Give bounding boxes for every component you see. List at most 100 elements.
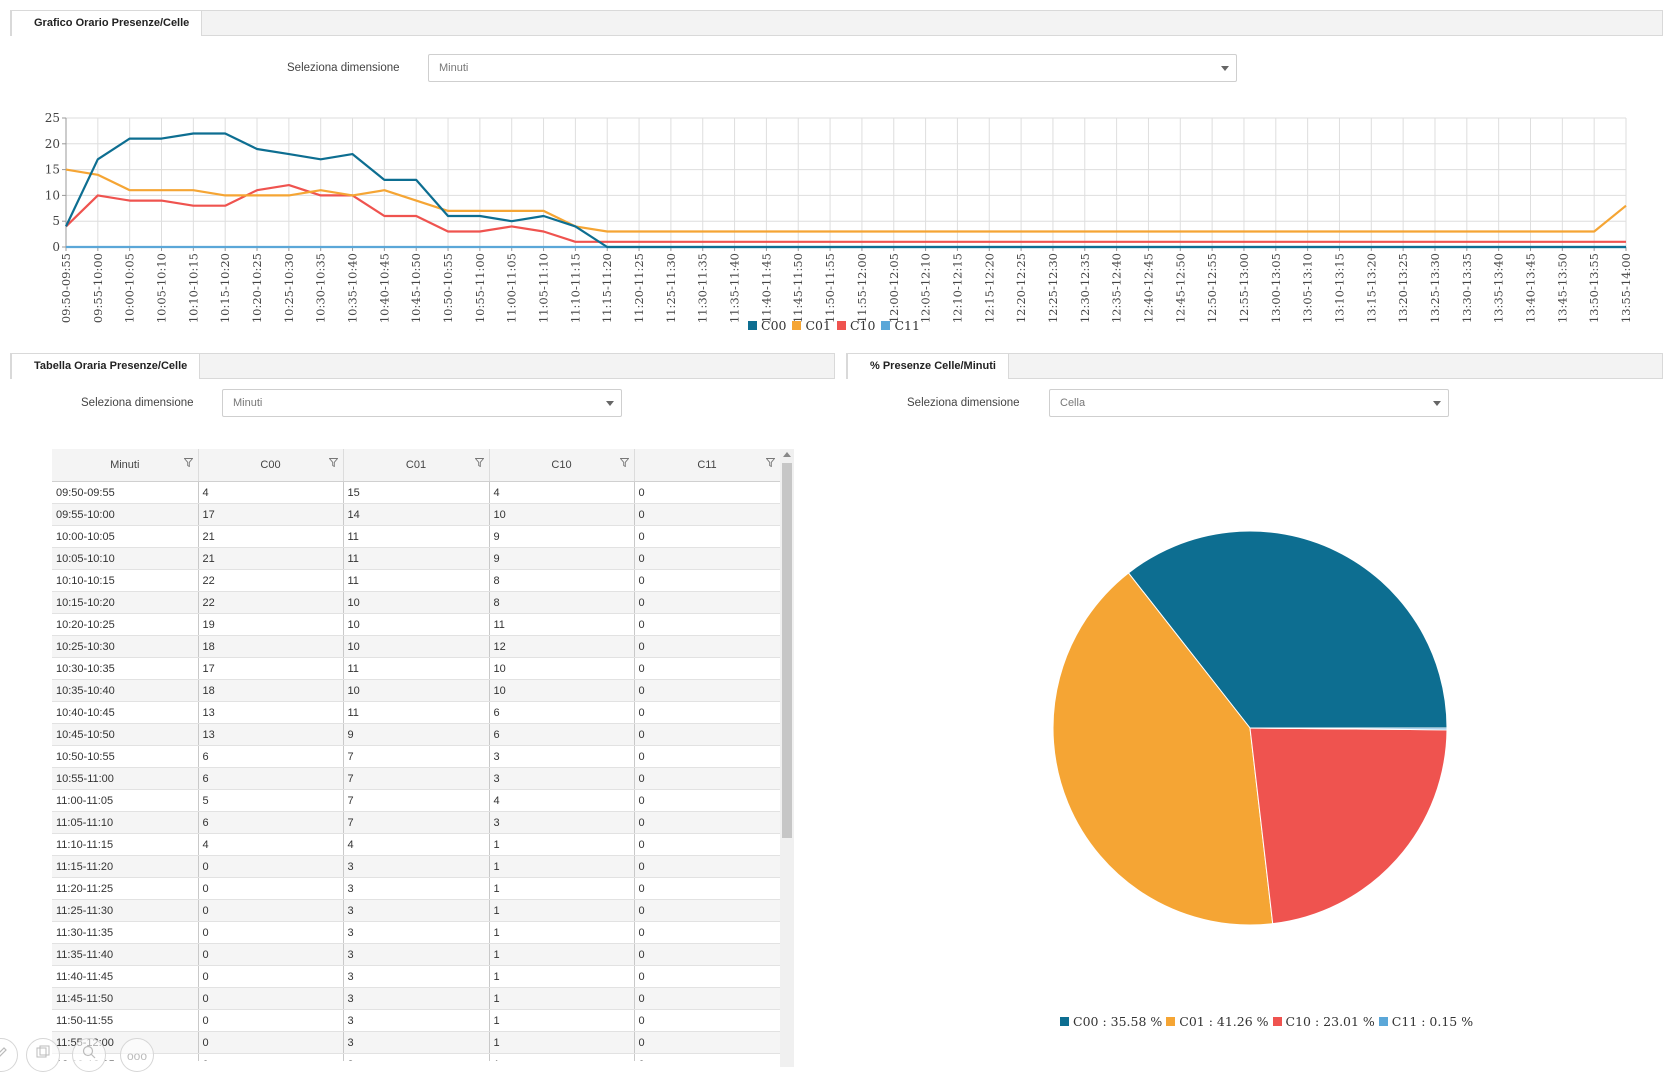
x-tick-label: 13:50-13:55 <box>1587 253 1601 323</box>
table-row[interactable]: 10:40-10:45 13 11 6 0 <box>52 701 781 724</box>
table-panel-header: Tabella Oraria Presenze/Celle <box>10 353 835 379</box>
pie-legend-item-c11[interactable]: C11 : 0.15 % <box>1378 1014 1473 1029</box>
pie-slice-c10[interactable] <box>1249 727 1448 925</box>
legend-item-c00[interactable]: C00 <box>748 318 786 333</box>
table-row[interactable]: 10:35-10:40 18 10 10 0 <box>52 679 781 702</box>
table-dimension-select[interactable]: Minuti <box>222 389 622 417</box>
column-header-label: C10 <box>551 459 572 471</box>
more-icon[interactable]: ooo <box>120 1038 154 1072</box>
table-row[interactable]: 11:25-11:30 0 3 1 0 <box>52 899 781 922</box>
column-header-c00[interactable]: C00 <box>198 449 344 482</box>
chart-dimension-select[interactable]: Minuti <box>428 54 1237 82</box>
filter-icon[interactable] <box>619 458 629 470</box>
cell-minuti: 11:00-11:05 <box>52 789 199 812</box>
x-tick-label: 10:00-10:05 <box>123 253 137 323</box>
table-row[interactable]: 09:55-10:00 17 14 10 0 <box>52 503 781 526</box>
cell-c00: 21 <box>198 525 344 548</box>
cell-c00: 0 <box>198 877 344 900</box>
cell-c00: 13 <box>198 701 344 724</box>
table-row[interactable]: 10:00-10:05 21 11 9 0 <box>52 525 781 548</box>
series-line-c01[interactable] <box>65 168 1627 233</box>
legend-item-c11[interactable]: C11 <box>881 318 920 333</box>
legend-item-c01[interactable]: C01 <box>792 318 831 333</box>
table-row[interactable]: 11:30-11:35 0 3 1 0 <box>52 921 781 944</box>
x-tick-label: 10:30-10:35 <box>314 253 328 323</box>
x-tick-label: 09:50-09:55 <box>59 253 73 323</box>
column-header-c11[interactable]: C11 <box>634 449 781 482</box>
pie-panel-title: % Presenze Celle/Minuti <box>847 353 1009 379</box>
series-line-c10[interactable] <box>65 184 1626 243</box>
pie-slice-c00[interactable] <box>1127 530 1448 729</box>
edit-icon[interactable] <box>0 1038 18 1072</box>
table-row[interactable]: 11:05-11:10 6 7 3 0 <box>52 811 781 834</box>
scroll-up-icon[interactable] <box>783 452 791 457</box>
table-row[interactable]: 10:15-10:20 22 10 8 0 <box>52 591 781 614</box>
cell-c00: 17 <box>198 503 344 526</box>
cell-c10: 1 <box>489 1053 635 1061</box>
zoom-icon[interactable] <box>72 1038 106 1072</box>
column-header-c01[interactable]: C01 <box>343 449 490 482</box>
x-tick-label: 12:00-12:05 <box>887 253 901 323</box>
cell-minuti: 11:30-11:35 <box>52 921 199 944</box>
table-row[interactable]: 11:45-11:50 0 3 1 0 <box>52 987 781 1010</box>
table-row[interactable]: 10:10-10:15 22 11 8 0 <box>52 569 781 592</box>
cell-minuti: 09:50-09:55 <box>52 481 199 504</box>
table-row[interactable]: 12:00-12:050310 <box>52 1053 781 1061</box>
cell-c00: 17 <box>198 657 344 680</box>
filter-icon[interactable] <box>765 458 775 470</box>
table-row[interactable]: 10:20-10:25 19 10 11 0 <box>52 613 781 636</box>
x-tick-label: 10:25-10:30 <box>282 253 296 323</box>
filter-icon[interactable] <box>183 458 193 470</box>
x-tick-label: 11:50-11:55 <box>823 253 837 323</box>
cell-c10: 1 <box>489 921 635 944</box>
x-tick-label: 10:15-10:20 <box>218 253 232 323</box>
cell-c01: 7 <box>343 789 490 812</box>
filter-icon[interactable] <box>474 458 484 470</box>
x-tick-label: 11:40-11:45 <box>759 253 773 323</box>
copy-icon[interactable] <box>26 1038 60 1072</box>
series-line-c00[interactable] <box>65 132 1626 249</box>
cell-c01: 11 <box>343 569 490 592</box>
table-row[interactable]: 10:50-10:55 6 7 3 0 <box>52 745 781 768</box>
cell-c10: 9 <box>489 525 635 548</box>
column-header-c10[interactable]: C10 <box>489 449 635 482</box>
pie-slice-c01[interactable] <box>1052 572 1274 926</box>
table-row[interactable]: 11:00-11:05 5 7 4 0 <box>52 789 781 812</box>
cell-minuti: 11:35-11:40 <box>52 943 199 966</box>
cell-c01: 15 <box>343 481 490 504</box>
scrollbar-thumb[interactable] <box>782 463 792 838</box>
column-header-minuti[interactable]: Minuti <box>52 449 199 482</box>
table-row[interactable]: 11:50-11:55 0 3 1 0 <box>52 1009 781 1032</box>
filter-icon[interactable] <box>328 458 338 470</box>
cell-c10: 1 <box>489 987 635 1010</box>
cell-c10: 1 <box>489 1009 635 1032</box>
cell-c01: 10 <box>343 613 490 636</box>
x-tick-label: 13:55-14:00 <box>1619 253 1633 323</box>
table-row[interactable]: 10:05-10:10 21 11 9 0 <box>52 547 781 570</box>
cell-c01: 10 <box>343 591 490 614</box>
table-row[interactable]: 10:25-10:30 18 10 12 0 <box>52 635 781 658</box>
pie-legend-item-c00[interactable]: C00 : 35.58 % <box>1060 1014 1162 1029</box>
x-tick-label: 10:10-10:15 <box>186 253 200 323</box>
table-row[interactable]: 11:20-11:25 0 3 1 0 <box>52 877 781 900</box>
x-tick-label: 13:30-13:35 <box>1460 253 1474 323</box>
table-row[interactable]: 11:35-11:40 0 3 1 0 <box>52 943 781 966</box>
table-row[interactable]: 11:10-11:15 4 4 1 0 <box>52 833 781 856</box>
table-row[interactable]: 11:40-11:45 0 3 1 0 <box>52 965 781 988</box>
pie-legend-item-c10[interactable]: C10 : 23.01 % <box>1272 1014 1375 1029</box>
cell-c11: 0 <box>634 679 781 702</box>
table-row[interactable]: 09:50-09:55 4 15 4 0 <box>52 481 781 504</box>
x-tick-label: 13:20-13:25 <box>1396 253 1410 323</box>
x-tick-label: 10:35-10:40 <box>346 253 360 323</box>
table-row[interactable]: 10:55-11:00 6 7 3 0 <box>52 767 781 790</box>
cell-c11: 0 <box>634 1009 781 1032</box>
table-row[interactable]: 11:15-11:20 0 3 1 0 <box>52 855 781 878</box>
pie-slice-c11[interactable] <box>1249 727 1448 731</box>
table-scrollbar[interactable] <box>780 449 794 1067</box>
pie-legend-item-c01[interactable]: C01 : 41.26 % <box>1166 1014 1269 1029</box>
table-row[interactable]: 11:55-12:000310 <box>52 1031 781 1054</box>
legend-item-c10[interactable]: C10 <box>836 318 875 333</box>
pie-dimension-select[interactable]: Cella <box>1049 389 1449 417</box>
table-row[interactable]: 10:30-10:35 17 11 10 0 <box>52 657 781 680</box>
table-row[interactable]: 10:45-10:50 13 9 6 0 <box>52 723 781 746</box>
